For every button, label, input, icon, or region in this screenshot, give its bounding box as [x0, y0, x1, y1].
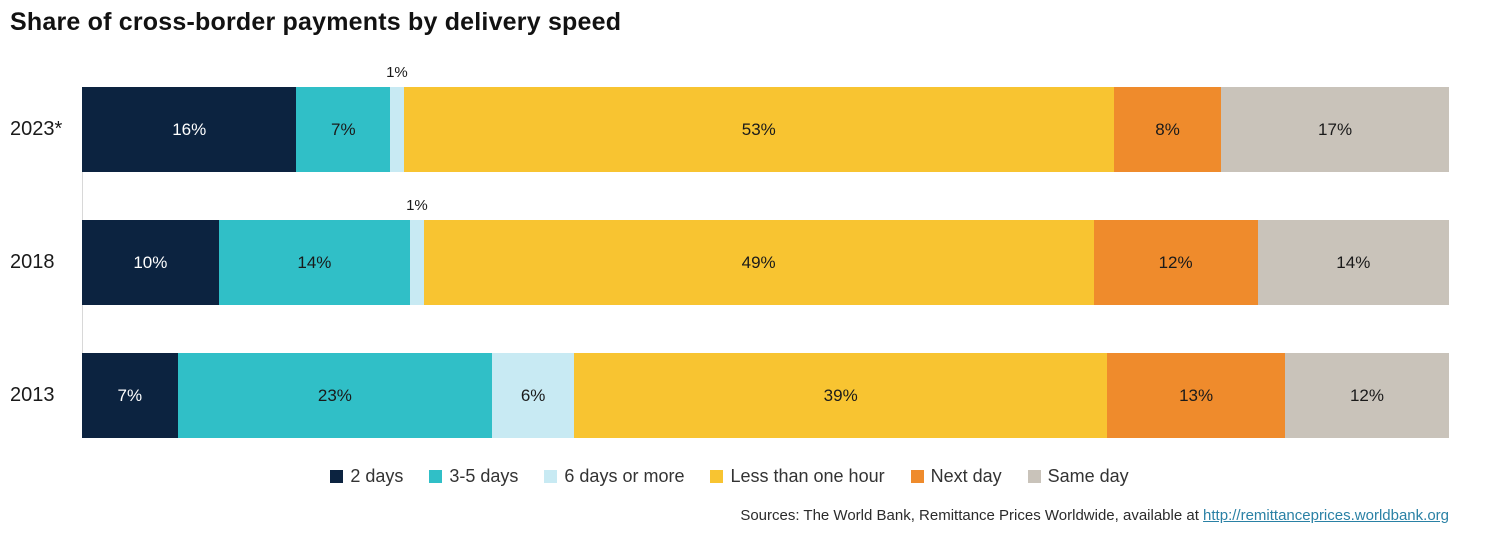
legend-swatch [544, 470, 558, 483]
stacked-bar: 10% 14% 1% 49% 12% 14% [82, 197, 1449, 305]
bar-segment-3-5-days: 7% [296, 87, 391, 172]
legend-item-less-than-one-hour: Less than one hour [710, 466, 885, 487]
bar-segment-6-days-or-more [410, 220, 424, 305]
source-text: Sources: The World Bank, Remittance Pric… [740, 507, 1204, 524]
source-line: Sources: The World Bank, Remittance Pric… [10, 507, 1449, 524]
bar-segment-same-day: 14% [1257, 220, 1449, 305]
y-axis-label: 2018 [10, 251, 55, 273]
segment-value-label-outside: 1% [386, 64, 408, 81]
legend-label: Less than one hour [730, 466, 885, 486]
legend-item-same-day: Same day [1027, 466, 1129, 487]
legend-swatch [710, 470, 724, 483]
legend-item-6-days-or-more: 6 days or more [544, 466, 684, 487]
segment-value-label: 17% [1318, 119, 1353, 139]
segment-value-label: 8% [1155, 119, 1180, 139]
segment-value-label-outside: 1% [406, 197, 428, 214]
bar-segment-6-days-or-more: 6% [492, 353, 575, 438]
segment-value-label: 14% [1336, 252, 1371, 272]
segment-value-label: 6% [520, 385, 546, 405]
bar-segment-less-than-one-hour: 39% [574, 353, 1108, 438]
legend-swatch [330, 470, 344, 483]
bar-segment-2-days: 10% [82, 220, 219, 305]
bar-segment-same-day: 17% [1221, 87, 1449, 172]
bar-segment-next-day: 8% [1113, 87, 1222, 172]
segment-value-label: 53% [741, 119, 776, 139]
bar-segment-next-day: 13% [1107, 353, 1285, 438]
bar-segment-next-day: 12% [1093, 220, 1258, 305]
segment-value-label: 7% [117, 385, 143, 405]
segment-value-label: 13% [1179, 385, 1214, 405]
segment-value-label: 49% [741, 252, 776, 272]
stacked-bar: 7% 23% 6% 39% 13% 12% [82, 353, 1449, 438]
chart-title: Share of cross-border payments by delive… [10, 8, 622, 36]
y-axis-label: 2013 [10, 384, 55, 406]
y-axis-label: 2023* [10, 118, 63, 140]
legend-label: Same day [1047, 466, 1129, 486]
legend-swatch [910, 470, 924, 483]
legend-label: 6 days or more [564, 466, 685, 486]
segment-value-label: 10% [133, 252, 168, 272]
bar-segment-3-5-days: 23% [177, 353, 493, 438]
segment-value-label: 12% [1349, 385, 1384, 405]
segment-value-label: 12% [1158, 252, 1193, 272]
stacked-bar: 16% 7% 1% 53% 8% 17% [82, 64, 1449, 172]
bar-segment-same-day: 12% [1284, 353, 1449, 438]
segment-value-label: 39% [823, 385, 858, 405]
legend-label: Next day [930, 466, 1002, 486]
segment-value-label: 23% [317, 385, 352, 405]
source-link[interactable]: http://remittanceprices.worldbank.org [1203, 507, 1449, 524]
bar-row: 2023* 16% 7% 1% 53% 8% 17% [10, 64, 1449, 172]
bar-segment-3-5-days: 14% [218, 220, 411, 305]
segment-value-label: 14% [297, 252, 332, 272]
segment-value-label: 7% [331, 119, 356, 139]
bar-segment-6-days-or-more [390, 87, 404, 172]
bar-segment-less-than-one-hour: 53% [403, 87, 1114, 172]
legend-swatch [1027, 470, 1041, 483]
bar-segment-2-days: 7% [82, 353, 178, 438]
bar-segment-2-days: 16% [82, 87, 297, 172]
legend-swatch [429, 470, 443, 483]
segment-value-label: 16% [172, 119, 207, 139]
bar-row: 2018 10% 14% 1% 49% 12% 14% [10, 197, 1449, 305]
legend-label: 2 days [350, 466, 404, 486]
legend-label: 3-5 days [449, 466, 519, 486]
legend-item-next-day: Next day [910, 466, 1002, 487]
bar-chart: 2023* 16% 7% 1% 53% 8% 17% 2018 10% 14% 1% 49% 12% 14… [10, 64, 1449, 438]
legend: 2 days 3-5 days 6 days or more Less than on… [10, 466, 1449, 487]
legend-item-3-5-days: 3-5 days [429, 466, 518, 487]
legend-item-2-days: 2 days [330, 466, 403, 487]
bar-row: 2013 7% 23% 6% 39% 13% 12% [10, 353, 1449, 438]
bar-segment-less-than-one-hour: 49% [423, 220, 1094, 305]
